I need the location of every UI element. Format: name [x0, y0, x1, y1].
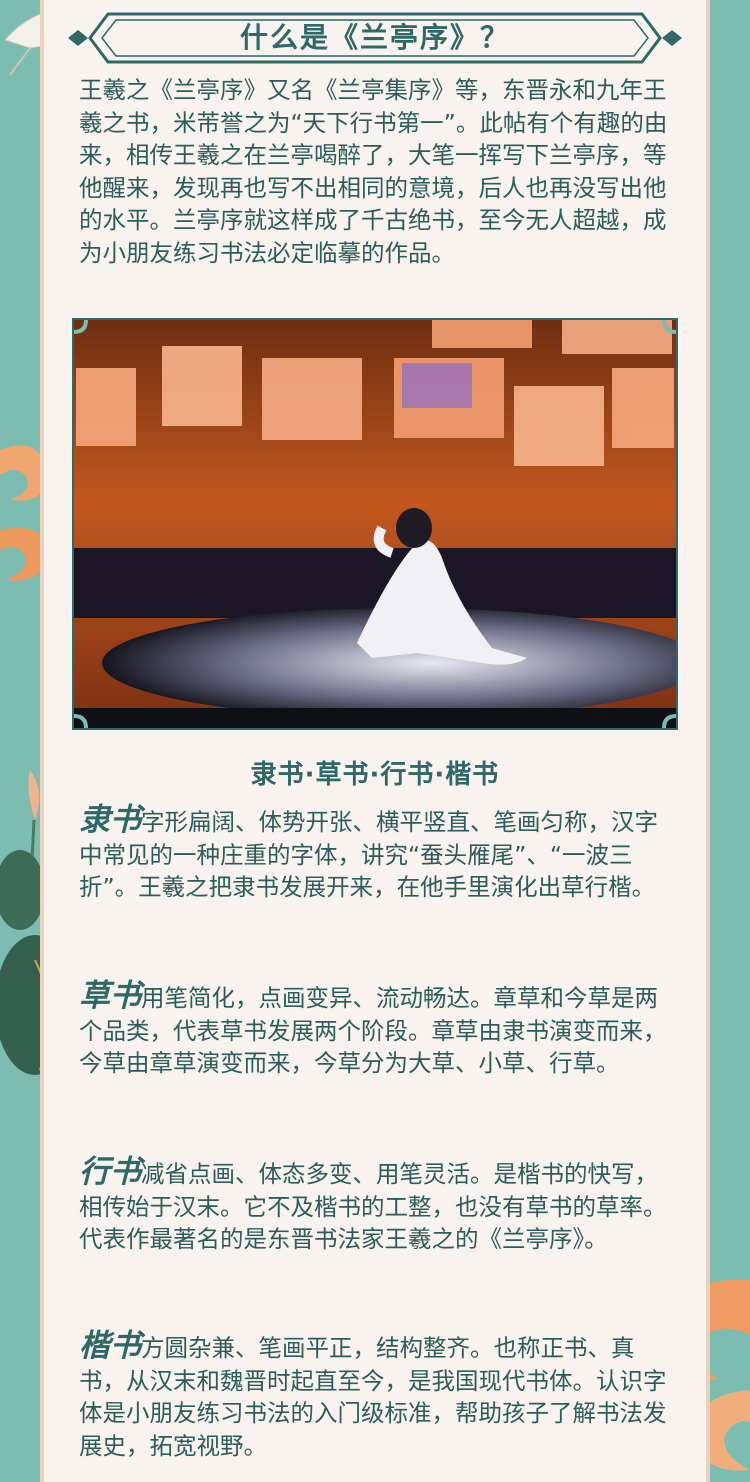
style-term: 草书 [79, 978, 141, 1014]
intro-paragraph: 王羲之《兰亭序》又名《兰亭集序》等，东晋永和九年王羲之书，米芾誉之为“天下行书第… [79, 76, 668, 267]
style-block-caoshu: 草书用笔简化，点画变异、流动畅达。章草和今草是两个品类，代表草书发展两个阶段。章… [79, 980, 679, 1080]
style-block-lishu: 隶书字形扁阔、体势开张、横平竖直、笔画匀称，汉字中常见的一种庄重的字体，讲究“蚕… [79, 804, 679, 904]
page-title: 什么是《兰亭序》？ [239, 21, 510, 54]
style-term: 楷书 [79, 1328, 141, 1364]
style-desc: 减省点画、体态多变、用笔灵活。是楷书的快写，相传始于汉末。它不及楷书的工整，也没… [79, 1160, 667, 1253]
style-term: 行书 [79, 1154, 141, 1190]
stage-photo [72, 318, 678, 730]
photo-frame [72, 318, 678, 730]
banner-frame [68, 12, 682, 64]
title-banner: 什么是《兰亭序》？ [68, 10, 682, 66]
style-desc: 字形扁阔、体势开张、横平竖直、笔画匀称，汉字中常见的一种庄重的字体，讲究“蚕头雁… [79, 808, 658, 901]
content-panel [40, 0, 710, 1482]
style-desc: 方圆杂兼、笔画平正，结构整齐。也称正书、真书，从汉末和魏晋时起直至今，是我国现代… [79, 1334, 667, 1460]
style-block-kaishu: 楷书方圆杂兼、笔画平正，结构整齐。也称正书、真书，从汉末和魏晋时起直至今，是我国… [79, 1330, 679, 1462]
style-desc: 用笔简化，点画变异、流动畅达。章草和今草是两个品类，代表草书发展两个阶段。章草由… [79, 984, 667, 1077]
section-title: 隶书·草书·行书·楷书 [250, 760, 500, 790]
style-term: 隶书 [79, 802, 141, 838]
style-block-xingshu: 行书减省点画、体态多变、用笔灵活。是楷书的快写，相传始于汉末。它不及楷书的工整，… [79, 1156, 679, 1256]
stage-photo-image [72, 318, 678, 730]
